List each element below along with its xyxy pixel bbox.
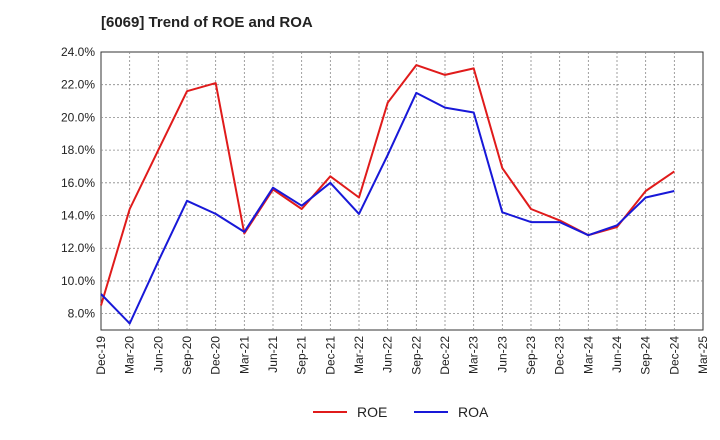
y-tick-label: 10.0%	[61, 274, 95, 288]
y-tick-label: 20.0%	[61, 110, 95, 124]
x-axis-ticks: Dec-19 Mar-20 Jun-20 Sep-20 Dec-20 Mar-21 Jun-…	[94, 336, 710, 375]
x-tick-label: Sep-22	[409, 336, 423, 375]
x-tick-label: Mar-20	[123, 336, 137, 374]
x-tick-label: Dec-19	[94, 336, 108, 375]
legend-roe-swatch	[313, 411, 347, 413]
x-tick-label: Jun-20	[151, 336, 165, 373]
legend-roe: ROE	[313, 404, 387, 420]
series-roa-line	[100, 91, 675, 325]
y-tick-label: 14.0%	[61, 209, 95, 223]
x-tick-label: Dec-21	[323, 336, 337, 375]
y-tick-label: 16.0%	[61, 176, 95, 190]
y-axis-ticks: 8.0% 10.0% 12.0% 14.0% 16.0% 18.0% 20.0% 22.0% 2…	[61, 45, 95, 321]
y-tick-label: 18.0%	[61, 143, 95, 157]
x-tick-label: Mar-22	[352, 336, 366, 374]
x-tick-label: Sep-24	[639, 336, 653, 375]
legend-roa-label: ROA	[458, 404, 489, 420]
x-tick-label: Sep-21	[295, 336, 309, 375]
x-tick-label: Jun-24	[610, 336, 624, 373]
x-tick-label: Dec-23	[553, 336, 567, 375]
y-tick-label: 24.0%	[61, 45, 95, 59]
x-tick-label: Mar-24	[581, 336, 595, 374]
legend-roa: ROA	[414, 404, 488, 420]
x-tick-label: Mar-23	[467, 336, 481, 374]
legend-roa-swatch	[414, 411, 448, 413]
x-tick-label: Mar-25	[696, 336, 710, 374]
y-tick-label: 8.0%	[68, 307, 96, 321]
y-tick-label: 12.0%	[61, 241, 95, 255]
series-lines	[100, 64, 675, 325]
grid-lines	[101, 52, 703, 330]
x-tick-label: Dec-22	[438, 336, 452, 375]
plot-area	[100, 51, 704, 331]
x-tick-label: Mar-21	[237, 336, 251, 374]
y-tick-label: 22.0%	[61, 78, 95, 92]
x-tick-label: Sep-23	[524, 336, 538, 375]
legend-roe-label: ROE	[357, 404, 388, 420]
x-tick-label: Sep-20	[180, 336, 194, 375]
x-tick-label: Jun-23	[495, 336, 509, 373]
chart-title: [6069] Trend of ROE and ROA	[101, 14, 313, 31]
x-tick-label: Jun-21	[266, 336, 280, 373]
x-tick-label: Dec-20	[209, 336, 223, 375]
x-tick-label: Dec-24	[667, 336, 681, 375]
x-tick-label: Jun-22	[381, 336, 395, 373]
